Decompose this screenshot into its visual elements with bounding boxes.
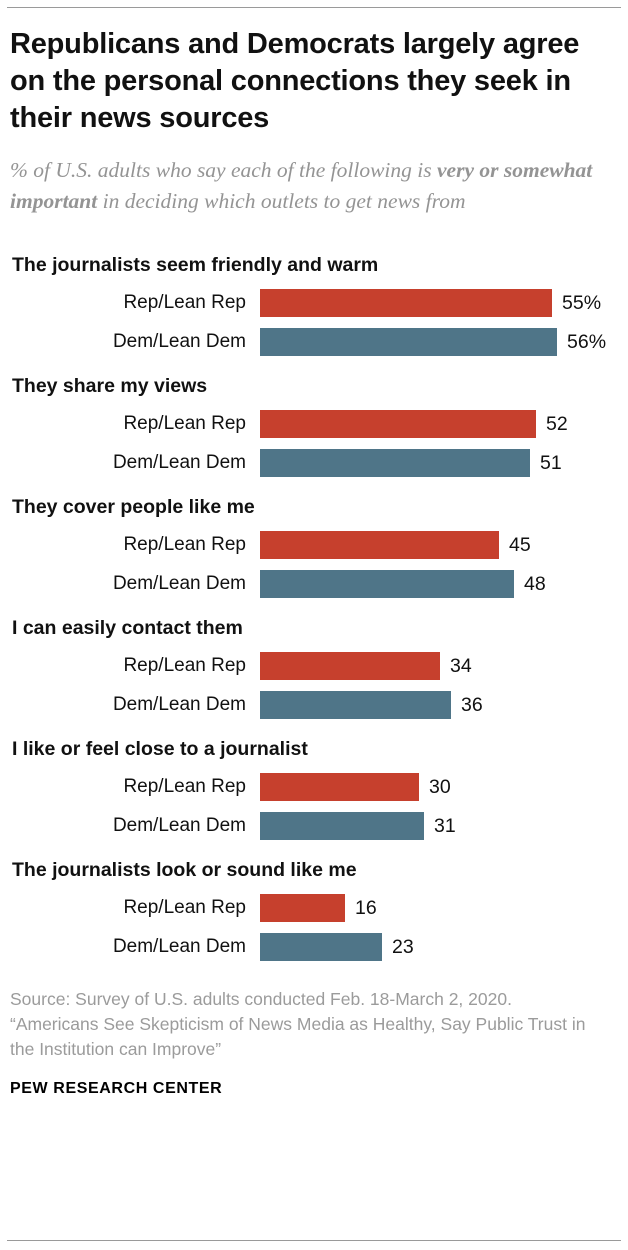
- value-label: 31: [434, 814, 456, 837]
- rep-bar: [260, 894, 345, 923]
- source-note: Source: Survey of U.S. adults conducted …: [10, 987, 610, 1062]
- category-label: I can easily contact them: [12, 617, 243, 640]
- series-label: Rep/Lean Rep: [123, 655, 246, 677]
- rep-bar: [260, 652, 440, 681]
- series-label: Dem/Lean Dem: [112, 573, 246, 595]
- chart-group: They cover people like me Rep/Lean Rep 45 D…: [10, 496, 618, 599]
- source-line-1: Source: Survey of U.S. adults conducted …: [10, 989, 512, 1010]
- category-label: They share my views: [12, 375, 208, 398]
- value-label: 36: [461, 693, 483, 716]
- dem-bar: [260, 812, 424, 841]
- series-label: Rep/Lean Rep: [123, 534, 246, 556]
- top-rule: [7, 7, 621, 8]
- series-label: Rep/Lean Rep: [123, 292, 246, 314]
- dem-row: Dem/Lean Dem 56%: [10, 328, 618, 357]
- rep-row: Rep/Lean Rep 34: [10, 652, 618, 681]
- value-label: 23: [392, 935, 414, 958]
- value-label: 45: [509, 533, 531, 556]
- value-label: 16: [355, 896, 377, 919]
- series-label: Rep/Lean Rep: [123, 413, 246, 435]
- series-label: Rep/Lean Rep: [123, 897, 246, 919]
- dem-bar: [260, 328, 557, 357]
- chart-group: They share my views Rep/Lean Rep 52 Dem/Lea…: [10, 375, 618, 478]
- series-label: Dem/Lean Dem: [112, 452, 246, 474]
- value-label: 55%: [562, 291, 602, 314]
- pew-research-center-logo: PEW RESEARCH CENTER: [10, 1079, 223, 1097]
- rep-row: Rep/Lean Rep 16: [10, 894, 618, 923]
- dem-bar: [260, 449, 530, 478]
- category-label: They cover people like me: [12, 496, 255, 519]
- page-title: Republicans and Democrats largely agree …: [10, 28, 580, 135]
- dem-row: Dem/Lean Dem 51: [10, 449, 618, 478]
- dem-row: Dem/Lean Dem 48: [10, 570, 618, 599]
- value-label: 56%: [567, 330, 607, 353]
- dem-row: Dem/Lean Dem 36: [10, 691, 618, 720]
- chart-group: I like or feel close to a journalist Rep/…: [10, 738, 618, 841]
- category-label: The journalists look or sound like me: [12, 859, 357, 882]
- chart-group: I can easily contact them Rep/Lean Rep 34 D…: [10, 617, 618, 720]
- rep-row: Rep/Lean Rep 52: [10, 410, 618, 439]
- series-label: Dem/Lean Dem: [112, 694, 246, 716]
- chart-group: The journalists seem friendly and warm Re…: [10, 254, 618, 357]
- rep-row: Rep/Lean Rep 45: [10, 531, 618, 560]
- rep-bar: [260, 410, 536, 439]
- source-line-2: “Americans See Skepticism of News Media …: [10, 1014, 586, 1060]
- subtitle-bold-segment: very or somewhat important: [10, 158, 593, 213]
- subtitle-suffix: in deciding which outlets to get news fr…: [97, 188, 466, 213]
- rep-bar: [260, 773, 419, 802]
- value-label: 51: [540, 451, 562, 474]
- category-label: I like or feel close to a journalist: [12, 738, 308, 761]
- bar-chart: The journalists seem friendly and warm Re…: [10, 254, 618, 962]
- dem-bar: [260, 691, 451, 720]
- series-label: Dem/Lean Dem: [112, 331, 246, 353]
- value-label: 52: [546, 412, 568, 435]
- value-label: 34: [450, 654, 472, 677]
- rep-row: Rep/Lean Rep 30: [10, 773, 618, 802]
- series-label: Dem/Lean Dem: [112, 936, 246, 958]
- dem-bar: [260, 570, 514, 599]
- series-label: Dem/Lean Dem: [112, 815, 246, 837]
- dem-row: Dem/Lean Dem 23: [10, 933, 618, 962]
- category-label: The journalists seem friendly and warm: [12, 254, 379, 277]
- rep-bar: [260, 289, 552, 318]
- chart-group: The journalists look or sound like me Rep…: [10, 859, 618, 962]
- value-label: 30: [429, 775, 451, 798]
- rep-bar: [260, 531, 499, 560]
- rep-row: Rep/Lean Rep 55%: [10, 289, 618, 318]
- dem-bar: [260, 933, 382, 962]
- chart-subtitle: % of U.S. adults who say each of the fol…: [10, 155, 610, 216]
- bottom-rule: [7, 1240, 621, 1241]
- value-label: 48: [524, 572, 546, 595]
- dem-row: Dem/Lean Dem 31: [10, 812, 618, 841]
- series-label: Rep/Lean Rep: [123, 776, 246, 798]
- subtitle-prefix: % of U.S. adults who say each of the fol…: [10, 158, 437, 183]
